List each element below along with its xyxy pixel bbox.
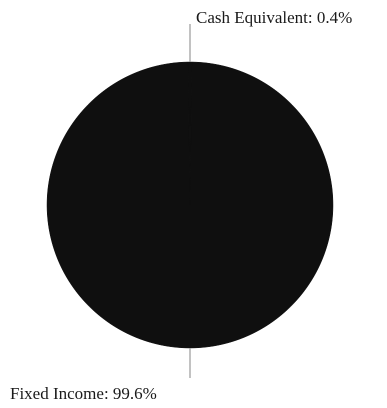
slice-label-fixed-income: Fixed Income: 99.6% xyxy=(10,384,157,403)
slice-label-cash-equivalent: Cash Equivalent: 0.4% xyxy=(196,8,353,27)
pie-slice-cash-equivalent xyxy=(187,61,193,206)
pie-slices xyxy=(46,61,334,349)
